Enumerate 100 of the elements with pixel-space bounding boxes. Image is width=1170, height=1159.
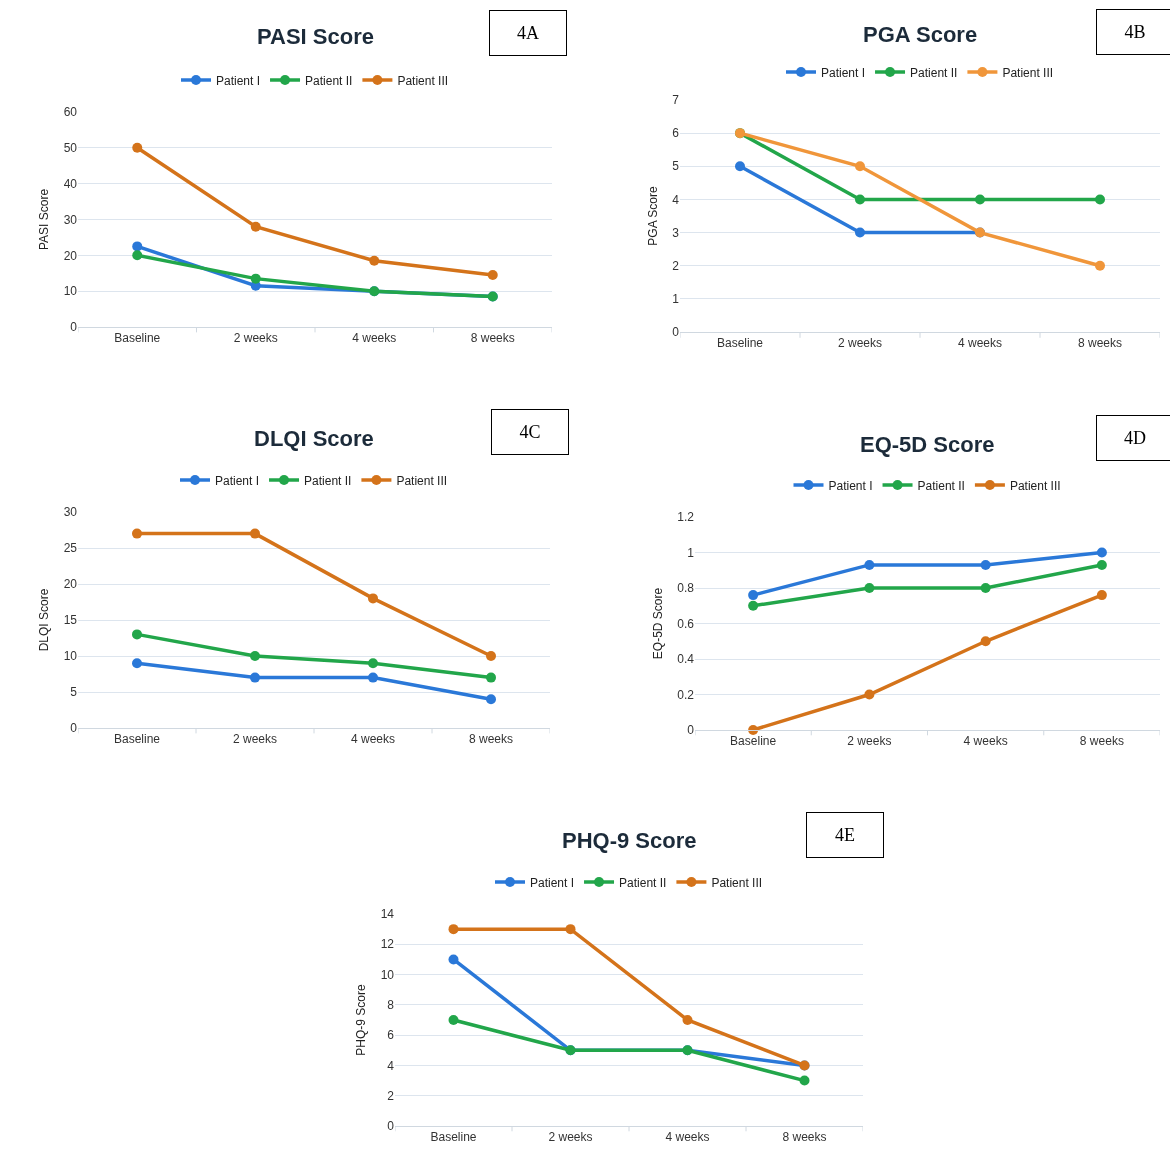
x-tick-label: Baseline [430, 1130, 477, 1145]
point [682, 1015, 693, 1025]
y-axis-title: PHQ-9 Score [353, 984, 368, 1056]
point [486, 651, 496, 661]
x-tick-label: 2 weeks [233, 331, 278, 346]
x-tick-label: Baseline [113, 732, 161, 747]
y-tick-label: 0 [687, 723, 695, 738]
point [369, 255, 380, 266]
point [486, 672, 496, 683]
x-tick-label: 2 weeks [232, 732, 278, 747]
point [132, 658, 142, 669]
point [368, 672, 378, 683]
text: 4D [1124, 428, 1146, 448]
point [132, 250, 143, 261]
point [368, 658, 378, 669]
point [1096, 547, 1107, 558]
text: 4A [517, 23, 539, 43]
y-tick-label: 3 [672, 225, 680, 240]
y-tick-label: 60 [63, 105, 78, 120]
y-tick-label: 8 [387, 998, 395, 1013]
legend-label: Patient III [396, 473, 448, 488]
y-tick-label: 2 [672, 258, 680, 273]
y-tick-label: 12 [380, 937, 395, 952]
legend-label: Patient II [917, 478, 965, 493]
x-tick-label: 8 weeks [468, 732, 514, 747]
point [855, 227, 865, 238]
y-tick-label: 2 [387, 1088, 395, 1103]
legend-label: Patient I [828, 478, 873, 493]
point [1096, 559, 1107, 570]
legend-label: Patient I [821, 65, 866, 80]
y-tick-label: 30 [63, 505, 78, 520]
text: 4B [1124, 22, 1146, 42]
x-tick-label: 8 weeks [782, 1130, 827, 1145]
y-axis-title: PGA Score [645, 186, 660, 246]
text: 4E [835, 825, 855, 845]
point [855, 161, 865, 172]
point [250, 672, 260, 683]
x-tick-label: 8 weeks [470, 331, 515, 346]
y-tick-label: 0 [672, 325, 680, 340]
point [250, 273, 261, 284]
x-tick-label: 4 weeks [350, 732, 396, 747]
x-tick-label: Baseline [114, 331, 161, 346]
x-tick-label: 2 weeks [837, 336, 883, 351]
chart-title: PASI Score [257, 24, 374, 49]
y-tick-label: 5 [672, 159, 680, 174]
legend-label: Patient I [216, 73, 261, 88]
legend-label: Patient III [397, 73, 449, 88]
point [735, 161, 745, 172]
point [132, 528, 142, 539]
y-tick-label: 4 [387, 1058, 395, 1073]
point [799, 1075, 810, 1086]
point [487, 270, 498, 281]
y-tick-label: 0.8 [677, 581, 695, 596]
y-tick-label: 0.6 [677, 616, 695, 631]
legend-label: Patient I [530, 875, 575, 890]
y-tick-label: 5 [70, 685, 78, 700]
point [565, 924, 576, 935]
x-tick-label: 8 weeks [1077, 336, 1123, 351]
y-axis-title: PASI Score [36, 188, 51, 251]
y-tick-label: 0.4 [677, 652, 695, 667]
point [864, 559, 875, 570]
point [980, 583, 991, 593]
point [250, 528, 260, 539]
legend-label: Patient II [619, 875, 667, 890]
legend-label: Patient III [1002, 65, 1054, 80]
y-tick-label: 6 [387, 1028, 395, 1043]
point [448, 954, 459, 965]
point [980, 559, 991, 570]
point [368, 593, 378, 604]
y-tick-label: 1 [687, 545, 695, 560]
y-tick-label: 14 [380, 907, 395, 922]
point [132, 629, 142, 640]
chart-title: PHQ-9 Score [562, 828, 697, 853]
y-tick-label: 40 [63, 176, 78, 191]
point [1095, 194, 1105, 205]
chart-title: DLQI Score [254, 426, 374, 451]
y-tick-label: 7 [672, 93, 680, 108]
y-tick-label: 0 [387, 1119, 395, 1134]
x-tick-label: 2 weeks [548, 1130, 593, 1145]
point [980, 636, 991, 647]
point [486, 694, 496, 705]
y-tick-label: 0.2 [677, 687, 695, 702]
point [864, 583, 875, 593]
y-tick-label: 20 [63, 248, 78, 263]
point [855, 194, 865, 205]
y-tick-label: 15 [63, 613, 78, 628]
point [448, 1015, 459, 1025]
x-tick-label: 4 weeks [665, 1130, 710, 1145]
y-tick-label: 10 [63, 284, 78, 299]
point [864, 689, 875, 700]
y-tick-label: 1.2 [677, 510, 695, 525]
y-tick-label: 10 [63, 649, 78, 664]
point [748, 590, 759, 601]
y-tick-label: 30 [63, 212, 78, 227]
legend-label: Patient II [910, 65, 958, 80]
chart-title: PGA Score [863, 22, 978, 47]
point [250, 221, 261, 232]
x-tick-label: Baseline [716, 336, 764, 351]
x-tick-label: 4 weeks [963, 734, 1008, 749]
y-tick-label: 20 [63, 577, 78, 592]
